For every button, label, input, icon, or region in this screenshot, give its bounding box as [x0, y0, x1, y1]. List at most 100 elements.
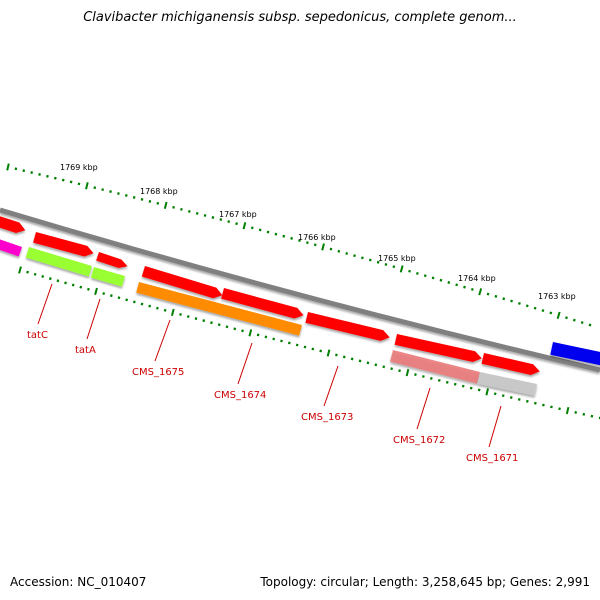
inner-tick [414, 373, 417, 376]
outer-tick [77, 182, 81, 186]
gene-leader-line [416, 387, 431, 430]
outer-tick [124, 194, 128, 197]
inner-tick [256, 333, 260, 337]
outer-tick [376, 260, 380, 264]
outer-tick [572, 318, 576, 322]
outer-tick [101, 188, 105, 192]
outer-tick [478, 288, 483, 296]
inner-tick [140, 302, 144, 306]
inner-tick [366, 361, 370, 365]
inner-tick [565, 406, 570, 415]
outer-tick [353, 254, 356, 258]
outer-tick [140, 197, 144, 201]
inner-tick [132, 300, 136, 304]
outer-tick [345, 252, 349, 255]
outer-tick [274, 232, 278, 236]
gene-block-grey [477, 372, 537, 396]
outer-tick [502, 297, 506, 301]
gene-block-orange [136, 282, 302, 336]
inner-tick [382, 365, 386, 369]
inner-tick [350, 357, 354, 361]
outer-tick [313, 243, 317, 247]
outer-tick [408, 269, 411, 273]
gene-block-tatc-strand [33, 232, 94, 257]
gene-leader-line [488, 405, 502, 448]
gene-block-magenta [0, 239, 22, 257]
outer-tick [463, 285, 466, 289]
outer-tick [423, 274, 427, 278]
outer-tick [180, 207, 183, 211]
inner-tick [574, 411, 578, 414]
inner-tick [264, 335, 268, 339]
gene-label-leaders [37, 283, 502, 448]
outer-tick [163, 201, 168, 210]
gene-block-cms1673 [305, 312, 390, 341]
gene-block-left-edge [0, 216, 26, 233]
outer-tick [556, 311, 561, 319]
inner-tick [405, 368, 410, 377]
inner-tick [241, 329, 244, 333]
kbp-label: 1767 kbp [219, 210, 257, 219]
outer-tick [329, 247, 333, 251]
inner-tick [26, 270, 29, 274]
inner-tick [534, 401, 537, 405]
gene-block-tata [90, 267, 125, 287]
accession-label: Accession: NC_010407 [10, 575, 147, 589]
inner-tick [390, 367, 394, 371]
inner-tick [493, 392, 497, 396]
inner-tick [117, 296, 121, 300]
inner-tick [79, 285, 83, 289]
inner-tick [170, 308, 175, 317]
inner-tick [186, 315, 190, 318]
outer-tick [227, 220, 231, 224]
gene-leader-line [86, 298, 101, 340]
outer-tick [266, 230, 270, 234]
inner-tick [272, 337, 276, 341]
inner-tick [233, 327, 237, 331]
outer-tick [470, 287, 474, 291]
gene-label: tatA [75, 345, 96, 356]
inner-tick [582, 412, 586, 416]
outer-tick [22, 169, 26, 173]
inner-tick [525, 399, 529, 403]
outer-tick [549, 311, 553, 315]
inner-tick [461, 384, 465, 388]
inner-tick [469, 386, 473, 390]
inner-tick-marks [18, 266, 600, 420]
inner-tick [18, 266, 22, 274]
outer-tick [6, 163, 10, 171]
gene-label: CMS_1675 [132, 367, 184, 378]
inner-tick [109, 294, 113, 298]
inner-tick [94, 287, 98, 296]
outer-tick [533, 306, 537, 310]
inner-tick [125, 298, 129, 302]
outer-tick [439, 278, 443, 282]
outer-tick [518, 301, 521, 305]
gene-label: CMS_1674 [214, 390, 266, 401]
outer-tick [321, 243, 325, 251]
outer-tick [258, 228, 262, 232]
outer-tick [290, 236, 294, 240]
inner-tick [179, 312, 182, 316]
outer-tick [117, 192, 120, 195]
outer-tick [250, 226, 254, 230]
inner-tick [210, 321, 213, 325]
inner-tick [429, 377, 433, 380]
gene-block-blue [550, 342, 600, 366]
inner-tick [280, 339, 283, 343]
outer-tick [298, 239, 301, 242]
outer-tick [85, 182, 89, 190]
inner-tick [102, 292, 106, 295]
gene-label: CMS_1672 [393, 435, 445, 446]
kbp-label: 1763 kbp [538, 292, 576, 301]
gene-block-tatc [25, 247, 93, 277]
inner-tick [437, 378, 441, 382]
outer-tick [588, 323, 592, 327]
outer-tick [211, 216, 215, 219]
inner-tick [156, 306, 159, 310]
inner-tick [194, 317, 198, 321]
inner-tick [485, 388, 489, 396]
inner-tick [335, 353, 338, 357]
outer-tick [541, 309, 545, 313]
